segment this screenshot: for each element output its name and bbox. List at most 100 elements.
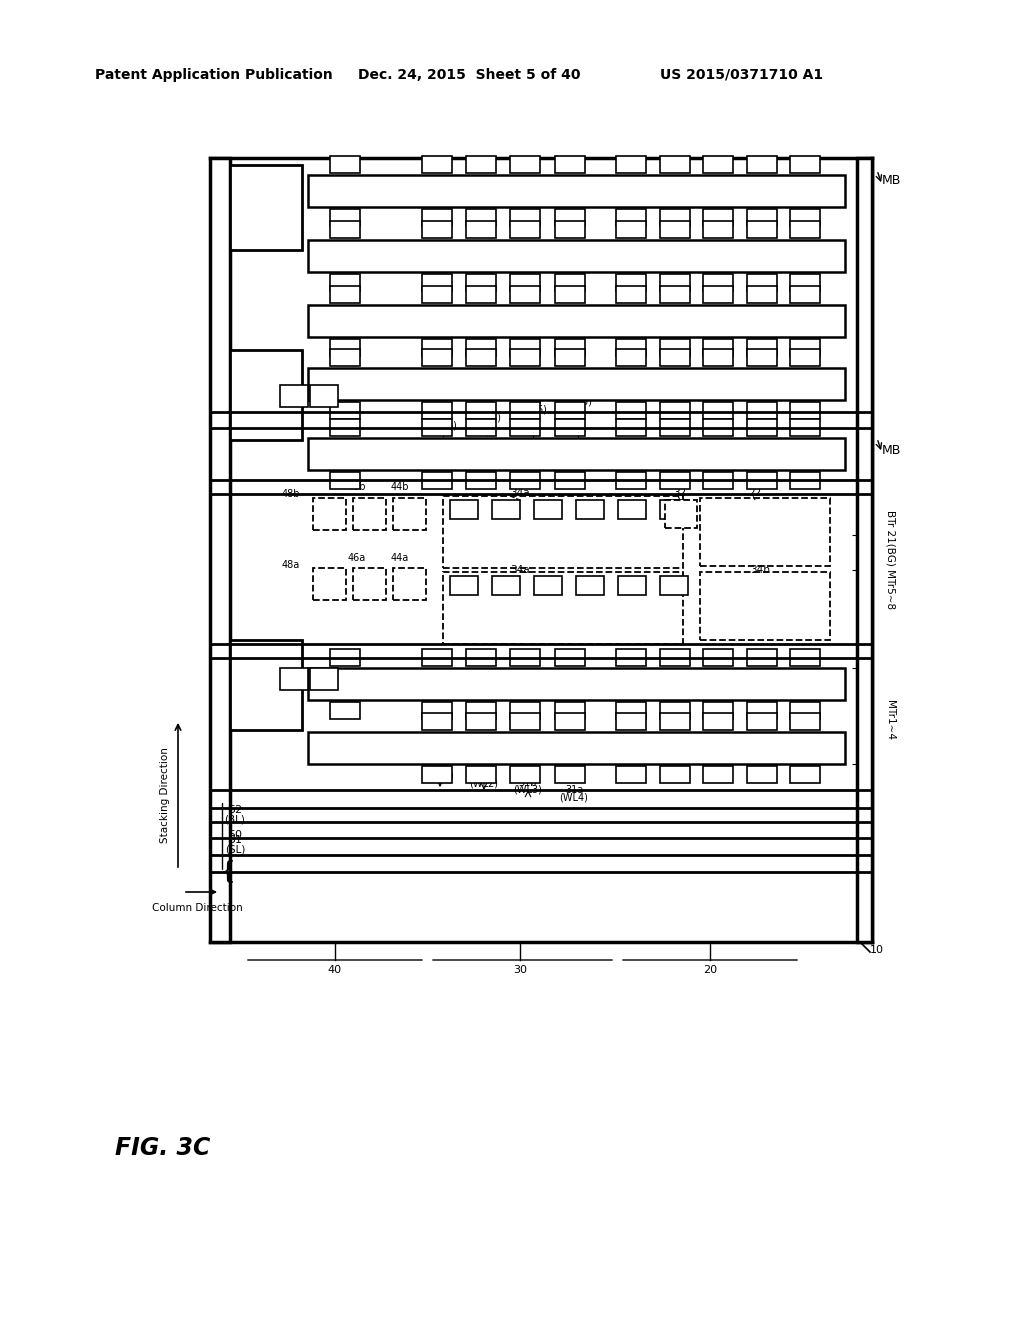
Text: 48b: 48b	[282, 488, 300, 499]
Text: 45a: 45a	[249, 653, 267, 663]
Bar	[308, 368, 845, 400]
Bar	[746, 473, 777, 488]
Bar	[510, 348, 540, 366]
Bar	[660, 766, 690, 783]
Text: 46b: 46b	[348, 482, 367, 492]
Text: 20: 20	[702, 965, 717, 975]
Bar	[660, 702, 690, 719]
Bar	[450, 500, 478, 519]
Bar	[308, 733, 845, 764]
Bar	[790, 713, 820, 730]
Bar	[703, 418, 733, 436]
Bar	[703, 286, 733, 304]
Bar	[790, 702, 820, 719]
Bar	[330, 220, 360, 238]
Bar	[746, 156, 777, 173]
Bar	[616, 418, 646, 436]
Bar	[616, 156, 646, 173]
Bar	[308, 305, 845, 337]
Bar	[443, 572, 683, 644]
Text: 31d: 31d	[434, 413, 453, 422]
Text: 45b: 45b	[259, 362, 278, 372]
Bar	[703, 156, 733, 173]
Text: 34a: 34a	[510, 488, 529, 498]
Bar	[466, 275, 496, 290]
Text: SSTr2: SSTr2	[248, 640, 275, 649]
Bar	[466, 339, 496, 356]
Bar	[330, 473, 360, 488]
Bar	[310, 385, 338, 407]
Bar	[790, 275, 820, 290]
Text: 10: 10	[870, 945, 884, 954]
Text: 44a: 44a	[391, 553, 410, 564]
Text: 31c: 31c	[475, 771, 493, 781]
Text: 52: 52	[228, 805, 242, 814]
Bar	[555, 339, 585, 356]
Text: 46a: 46a	[348, 553, 367, 564]
Bar	[616, 275, 646, 290]
Bar	[466, 403, 496, 418]
Bar	[555, 418, 585, 436]
Bar	[308, 240, 845, 272]
Bar	[618, 576, 646, 595]
Bar	[422, 220, 452, 238]
Bar	[660, 156, 690, 173]
Bar	[422, 702, 452, 719]
Text: 51: 51	[228, 836, 242, 845]
Bar	[790, 418, 820, 436]
Bar	[280, 668, 308, 690]
Bar	[466, 286, 496, 304]
Text: MB: MB	[882, 444, 901, 457]
Bar	[616, 209, 646, 226]
Text: (WL1): (WL1)	[426, 771, 455, 781]
Bar	[660, 348, 690, 366]
Bar	[330, 649, 360, 667]
Bar	[230, 165, 302, 249]
Bar	[703, 649, 733, 667]
Bar	[555, 286, 585, 304]
Bar	[746, 713, 777, 730]
Bar	[790, 209, 820, 226]
Text: (WL6): (WL6)	[518, 404, 548, 414]
Bar	[660, 275, 690, 290]
Bar	[790, 649, 820, 667]
Bar	[703, 403, 733, 418]
Bar	[746, 766, 777, 783]
Bar	[466, 220, 496, 238]
Bar	[510, 418, 540, 436]
Bar	[703, 713, 733, 730]
Bar	[466, 702, 496, 719]
Bar	[746, 649, 777, 667]
Bar	[660, 286, 690, 304]
Bar	[330, 702, 360, 719]
Bar	[510, 713, 540, 730]
Bar	[308, 668, 845, 700]
Bar	[616, 702, 646, 719]
Text: Stacking Direction: Stacking Direction	[160, 747, 170, 843]
Bar	[665, 500, 697, 528]
Text: Dec. 24, 2015  Sheet 5 of 40: Dec. 24, 2015 Sheet 5 of 40	[358, 69, 581, 82]
Bar	[703, 766, 733, 783]
Bar	[466, 766, 496, 783]
Bar	[534, 576, 562, 595]
Text: (SGS2): (SGS2)	[243, 663, 276, 672]
Bar	[330, 348, 360, 366]
Bar	[703, 275, 733, 290]
Bar	[746, 702, 777, 719]
Text: 31a: 31a	[565, 785, 583, 795]
Bar	[660, 500, 688, 519]
Bar	[555, 348, 585, 366]
Text: 31a: 31a	[569, 389, 587, 399]
Bar	[330, 403, 360, 418]
Bar	[353, 568, 386, 601]
Bar	[660, 473, 690, 488]
Bar	[510, 702, 540, 719]
Bar	[790, 766, 820, 783]
Bar	[703, 339, 733, 356]
Text: 31c: 31c	[478, 405, 496, 414]
Bar	[466, 649, 496, 667]
Bar	[616, 348, 646, 366]
Text: 30: 30	[513, 965, 527, 975]
Bar	[422, 403, 452, 418]
Bar	[555, 702, 585, 719]
